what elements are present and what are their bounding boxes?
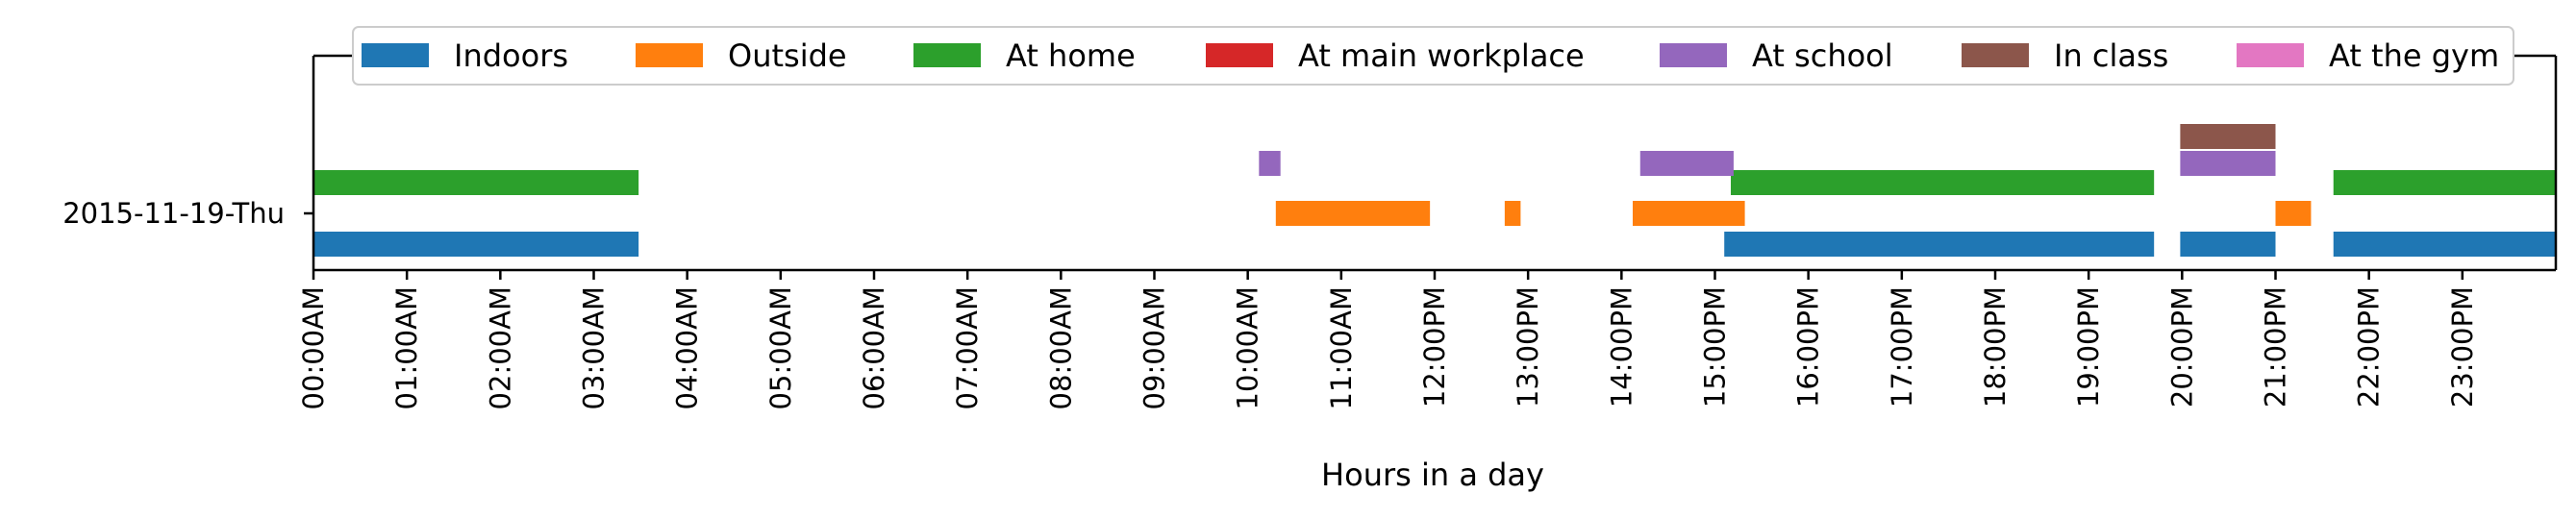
- legend-label-at-main-workplace: At main workplace: [1298, 37, 1585, 74]
- x-tick-label: 04:00AM: [671, 286, 704, 409]
- legend-label-indoors: Indoors: [454, 37, 568, 74]
- x-tick-label: 12:00PM: [1418, 286, 1451, 408]
- legend: Indoors Outside At home At main workplace At…: [352, 26, 2514, 86]
- legend-frame: [352, 26, 2514, 86]
- x-tick-label: 13:00PM: [1512, 286, 1544, 408]
- bar-at-home-1: [1731, 170, 2155, 195]
- x-tick-label: 11:00AM: [1325, 286, 1358, 409]
- x-tick-label: 21:00PM: [2260, 286, 2292, 408]
- bar-outside-1: [1504, 201, 1521, 226]
- x-tick-label: 16:00PM: [1792, 286, 1825, 408]
- chart-bars: [313, 124, 2556, 257]
- x-tick-label: 17:00PM: [1886, 286, 1918, 408]
- bar-indoors-0: [313, 232, 639, 257]
- x-tick-label: 05:00AM: [764, 286, 797, 409]
- y-category-label: 2015-11-19-Thu: [63, 197, 285, 230]
- legend-label-at-the-gym: At the gym: [2329, 37, 2499, 74]
- bar-indoors-2: [2180, 232, 2276, 257]
- x-tick-label: 07:00AM: [951, 286, 984, 409]
- x-tick-label: 23:00PM: [2446, 286, 2479, 408]
- x-tick-label: 22:00PM: [2353, 286, 2386, 408]
- x-tick-label: 10:00AM: [1232, 286, 1264, 409]
- legend-swatch-in-class: [1962, 43, 2029, 67]
- legend-swatch-at-the-gym: [2237, 43, 2304, 67]
- x-tick-label: 00:00AM: [297, 286, 330, 409]
- bar-at-school-2: [2180, 151, 2276, 176]
- x-tick-label: 01:00AM: [390, 286, 423, 409]
- x-axis-title: Hours in a day: [1321, 457, 1544, 493]
- bar-outside-2: [1632, 201, 1745, 226]
- legend-swatch-at-home: [913, 43, 981, 67]
- legend-label-outside: Outside: [728, 37, 847, 74]
- x-tick-label: 20:00PM: [2165, 286, 2198, 408]
- x-tick-label: 15:00PM: [1699, 286, 1732, 408]
- bar-in-class-0: [2180, 124, 2276, 149]
- bar-at-home-2: [2333, 170, 2556, 195]
- x-tick-label: 09:00AM: [1138, 286, 1171, 409]
- bar-outside-3: [2275, 201, 2312, 226]
- bar-indoors-1: [1724, 232, 2155, 257]
- legend-swatch-outside: [636, 43, 703, 67]
- legend-label-in-class: In class: [2054, 37, 2168, 74]
- x-tick-label: 02:00AM: [484, 286, 516, 409]
- legend-label-at-home: At home: [1006, 37, 1136, 74]
- x-tick-label: 19:00PM: [2072, 286, 2105, 408]
- legend-label-at-school: At school: [1752, 37, 1893, 74]
- x-tick-label: 06:00AM: [858, 286, 890, 409]
- legend-swatch-at-main-workplace: [1206, 43, 1273, 67]
- x-tick-label: 18:00PM: [1979, 286, 2012, 408]
- legend-swatch-at-school: [1660, 43, 1727, 67]
- bar-at-school-0: [1259, 151, 1281, 176]
- x-tick-label: 03:00AM: [578, 286, 611, 409]
- legend-swatch-indoors: [362, 43, 429, 67]
- bar-at-school-1: [1639, 151, 1734, 176]
- bar-indoors-3: [2333, 232, 2556, 257]
- x-tick-label: 08:00AM: [1044, 286, 1077, 409]
- bar-outside-0: [1275, 201, 1431, 226]
- bar-at-home-0: [313, 170, 639, 195]
- x-axis-ticks: 00:00AM 01:00AM 02:00AM 03:00AM 04:00AM 05:00…: [297, 270, 2479, 409]
- x-tick-label: 14:00PM: [1605, 286, 1638, 408]
